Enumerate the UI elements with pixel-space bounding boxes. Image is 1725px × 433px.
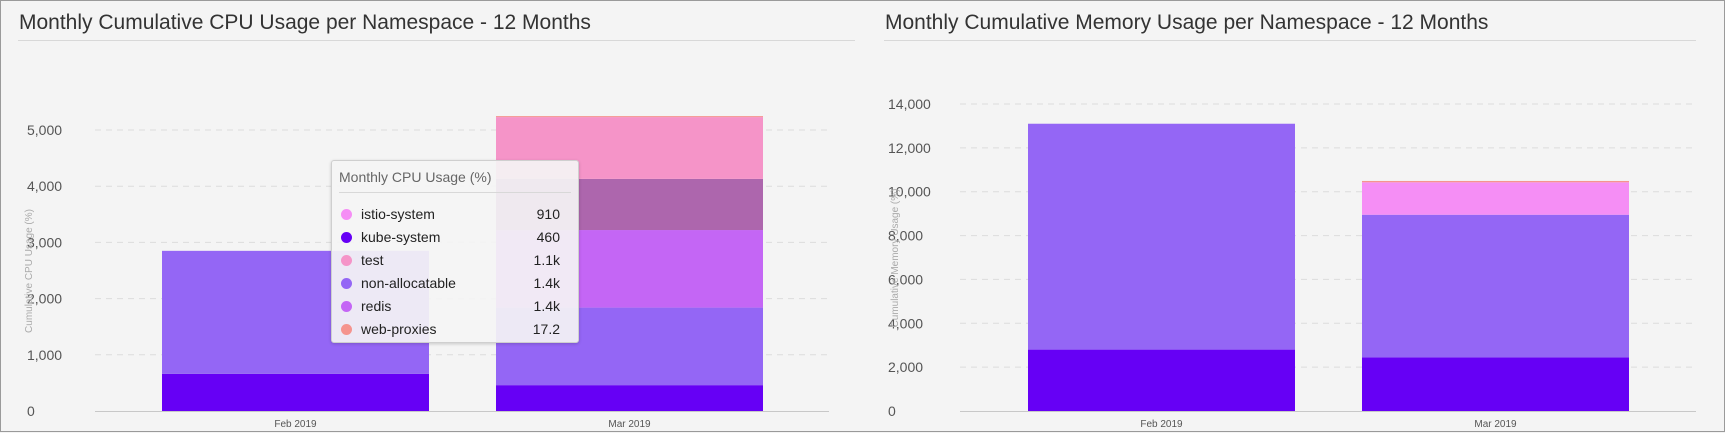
y-tick-label: 2,000 [27,291,62,307]
bar-web-proxies-mar-2019 [1362,180,1629,183]
cpu-title-divider [18,40,855,41]
x-category-label: Feb 2019 [274,419,317,430]
y-axis-title: Cumulative Memory Usage (%) [890,189,901,328]
memory-bar-chart: 0 2,000 4,000 6,000 8,000 10,000 12,000 14,000 C… [888,96,1696,430]
bar-non-allocatable-feb-2019 [1028,123,1295,350]
y-tick-label: 4,000 [27,178,62,194]
memory-title-divider [884,40,1696,41]
bar-istio-system-mar-2019 [1362,182,1629,215]
tooltip-row-test: test 1.1k [332,250,578,273]
memory-chart-title: Monthly Cumulative Memory Usage per Name… [885,11,1489,34]
tooltip-row-name: redis [361,298,392,314]
y-axis-title: Cumulative CPU Usage (%) [24,209,35,333]
tooltip-row-name: web-proxies [361,321,437,337]
tooltip-row-non-allocatable: non-allocatable 1.4k [332,273,578,296]
y-tick-label: 3,000 [27,234,62,250]
y-tick-label: 14,000 [888,96,931,112]
y-tick-label: 4,000 [888,315,923,331]
tooltip-row-name: test [361,252,384,268]
cpu-tooltip: Monthly CPU Usage (%) istio-system 910 k… [331,160,579,343]
tooltip-divider [339,192,571,193]
tooltip-swatch-icon [341,255,352,266]
memory-usage-panel: Monthly Cumulative Memory Usage per Name… [884,1,1696,433]
tooltip-row-value: 1.4k [533,275,560,291]
tooltip-row-value: 1.1k [533,252,560,268]
tooltip-swatch-icon [341,301,352,312]
tooltip-row-istio-system: istio-system 910 [332,204,578,227]
tooltip-swatch-icon [341,209,352,220]
tooltip-row-value: 910 [536,206,560,222]
x-category-label: Mar 2019 [1474,419,1517,430]
y-tick-label: 5,000 [27,122,62,138]
y-tick-label: 0 [27,403,35,419]
y-tick-label: 6,000 [888,271,923,287]
y-tick-label: 12,000 [888,140,931,156]
tooltip-swatch-icon [341,232,352,243]
x-category-label: Mar 2019 [608,419,651,430]
bar-kube-system-mar-2019 [1362,357,1629,411]
tooltip-swatch-icon [341,278,352,289]
bar-kube-system-feb-2019 [1028,349,1295,411]
tooltip-row-value: 460 [536,229,560,245]
tooltip-row-redis: redis 1.4k [332,296,578,319]
tooltip-row-kube-system: kube-system 460 [332,227,578,250]
tooltip-row-value: 17.2 [532,321,560,337]
cpu-chart-title: Monthly Cumulative CPU Usage per Namespa… [19,11,591,34]
cpu-usage-panel: Monthly Cumulative CPU Usage per Namespa… [18,1,855,433]
tooltip-row-name: non-allocatable [361,275,456,291]
bar-kube-system-feb-2019 [162,373,429,411]
y-tick-label: 2,000 [888,359,923,375]
tooltip-row-name: istio-system [361,206,435,222]
tooltip-row-name: kube-system [361,229,441,245]
y-tick-label: 0 [888,403,896,419]
bar-non-allocatable-mar-2019 [1362,214,1629,358]
tooltip-swatch-icon [341,324,352,335]
tooltip-title: Monthly CPU Usage (%) [339,169,492,185]
x-category-label: Feb 2019 [1140,419,1183,430]
y-tick-label: 8,000 [888,228,923,244]
bar-kube-system-mar-2019 [496,385,763,411]
y-tick-label: 1,000 [27,347,62,363]
tooltip-row-web-proxies: web-proxies 17.2 [332,319,578,342]
y-tick-label: 10,000 [888,184,931,200]
tooltip-row-value: 1.4k [533,298,560,314]
bar-web-proxies-mar-2019 [496,116,763,118]
